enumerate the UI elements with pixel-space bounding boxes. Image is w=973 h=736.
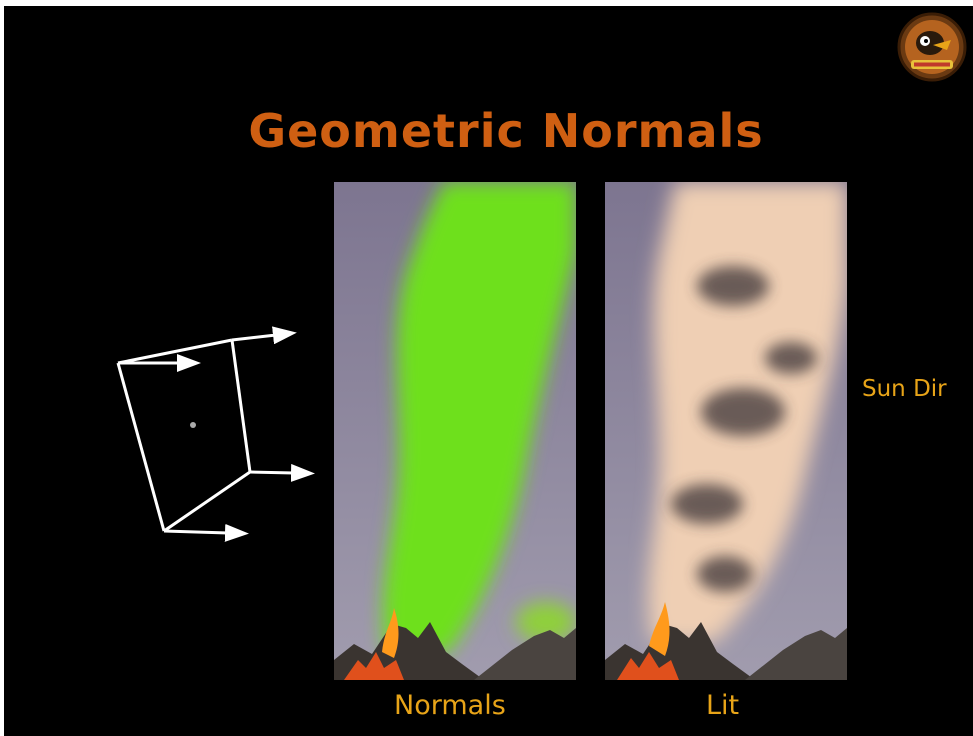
slide-title: Geometric Normals <box>248 104 764 158</box>
normals-render-panel <box>334 182 576 680</box>
mascot-logo <box>897 10 967 84</box>
normal-vectors-quad-diagram <box>104 322 324 557</box>
lit-render-panel <box>605 182 847 680</box>
presentation-slide: Geometric Normals <box>4 6 973 736</box>
sun-direction-label: Sun Dir <box>862 376 947 402</box>
normals-caption: Normals <box>394 690 506 721</box>
lit-caption: Lit <box>706 690 740 721</box>
